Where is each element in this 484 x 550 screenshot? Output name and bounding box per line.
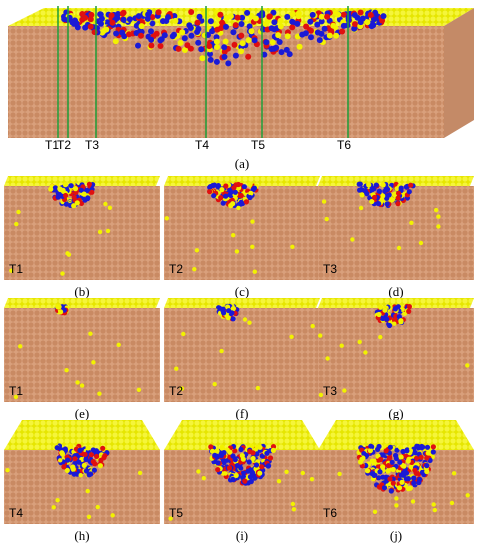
guide-lines	[57, 6, 349, 138]
panel-caption: (f)	[235, 406, 249, 421]
panel-time-label: T5	[169, 506, 184, 520]
panel-time-label: T2	[169, 384, 184, 398]
panel-caption: (e)	[74, 406, 90, 421]
tick-label-t4: T4	[195, 138, 210, 152]
panel-caption: (c)	[234, 284, 250, 299]
tick-label-t2: T2	[57, 138, 72, 152]
panel-caption: (d)	[388, 284, 404, 299]
panel-d	[318, 176, 474, 280]
panel-b	[4, 176, 160, 280]
panel-i	[164, 420, 320, 524]
tick-label-t3: T3	[85, 138, 100, 152]
panel-e	[4, 298, 160, 402]
tick-label-t6: T6	[337, 138, 352, 152]
panel-caption: (i)	[235, 528, 249, 543]
tick-labels: T1 T2 T3 T4 T5 T6	[0, 138, 484, 154]
panel-caption: (b)	[74, 284, 90, 299]
panel-time-label: T2	[169, 262, 184, 276]
panel-time-label: T4	[9, 506, 24, 520]
caption-a: (a)	[234, 156, 250, 171]
front-face	[8, 26, 444, 138]
panel-time-label: T1	[9, 384, 24, 398]
panel-j	[318, 420, 474, 524]
panel-a-simulation-slab	[8, 6, 474, 138]
panel-caption: (j)	[389, 528, 403, 543]
panel-time-label: T3	[323, 384, 338, 398]
panel-time-label: T6	[323, 506, 338, 520]
panel-h	[4, 420, 160, 524]
panel-g	[318, 298, 474, 402]
tick-label-t1: T1	[45, 138, 60, 152]
panel-caption: (g)	[388, 406, 404, 421]
panel-time-label: T3	[323, 262, 338, 276]
side-face	[444, 8, 474, 138]
panel-time-label: T1	[9, 262, 24, 276]
tick-label-t5: T5	[251, 138, 266, 152]
panel-f	[164, 298, 320, 402]
panel-caption: (h)	[74, 528, 90, 543]
panel-c	[164, 176, 320, 280]
